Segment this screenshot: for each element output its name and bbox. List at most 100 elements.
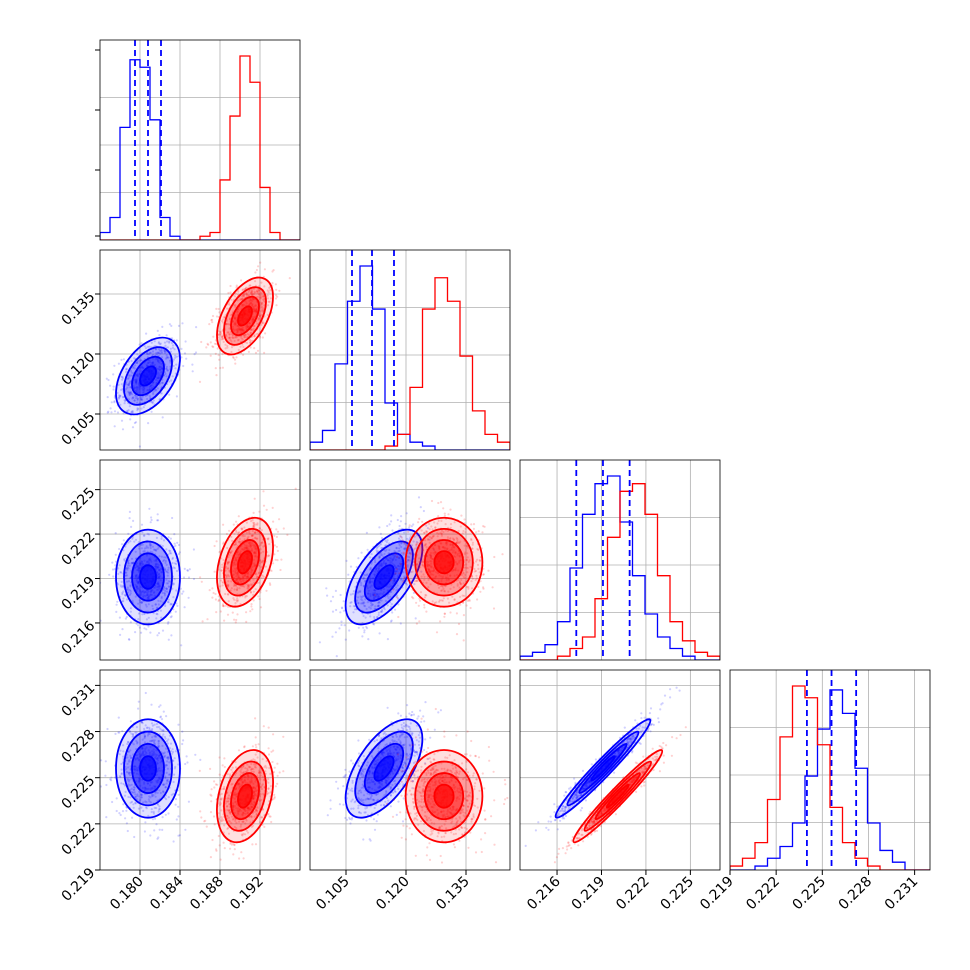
scatter-point bbox=[268, 766, 271, 770]
scatter-point bbox=[134, 802, 137, 805]
scatter-point bbox=[437, 586, 441, 589]
scatter-point bbox=[247, 775, 250, 778]
scatter-point bbox=[133, 835, 136, 839]
scatter-point bbox=[161, 744, 164, 748]
scatter-point bbox=[243, 779, 246, 782]
scatter-point bbox=[150, 386, 153, 390]
scatter-point bbox=[140, 601, 143, 604]
scatter-point bbox=[446, 529, 449, 533]
scatter-point bbox=[458, 541, 461, 545]
scatter-point bbox=[245, 575, 248, 578]
scatter-point bbox=[163, 567, 166, 571]
blue-contour bbox=[373, 564, 395, 590]
scatter-point bbox=[155, 582, 159, 585]
scatter-point bbox=[146, 597, 149, 600]
scatter-point bbox=[129, 749, 132, 752]
scatter-point bbox=[422, 509, 425, 513]
scatter-point bbox=[444, 585, 447, 588]
scatter-point bbox=[159, 609, 162, 612]
scatter-point bbox=[242, 577, 245, 580]
scatter-point bbox=[128, 382, 131, 385]
scatter-point bbox=[259, 296, 262, 299]
scatter-point bbox=[135, 380, 138, 383]
scatter-point bbox=[379, 562, 383, 565]
scatter-point bbox=[459, 603, 462, 606]
scatter-point bbox=[130, 783, 133, 786]
scatter-point bbox=[234, 316, 237, 319]
scatter-point bbox=[108, 573, 111, 576]
scatter-point bbox=[395, 566, 398, 569]
scatter-point bbox=[275, 294, 278, 297]
scatter-point bbox=[263, 351, 266, 354]
scatter-point bbox=[419, 591, 423, 594]
scatter-point bbox=[262, 550, 265, 553]
scatter-point bbox=[229, 551, 232, 554]
scatter-point bbox=[211, 596, 214, 599]
scatter-point bbox=[251, 568, 254, 572]
scatter-point bbox=[252, 786, 255, 789]
scatter-point bbox=[105, 783, 108, 787]
scatter-point bbox=[140, 359, 143, 362]
scatter-point bbox=[369, 556, 372, 559]
scatter-point bbox=[127, 409, 130, 412]
scatter-point bbox=[388, 583, 391, 586]
scatter-point bbox=[414, 580, 417, 583]
scatter-point bbox=[402, 579, 406, 582]
scatter-point bbox=[168, 340, 171, 343]
scatter-point bbox=[449, 526, 452, 529]
scatter-point bbox=[134, 379, 137, 382]
scatter-point bbox=[169, 616, 172, 619]
scatter-point bbox=[436, 535, 439, 538]
scatter-point bbox=[171, 346, 174, 349]
scatter-point bbox=[171, 516, 174, 520]
scatter-point bbox=[124, 388, 128, 391]
scatter-point bbox=[251, 291, 254, 294]
scatter-point bbox=[456, 554, 459, 557]
scatter-point bbox=[234, 556, 238, 559]
scatter-point bbox=[386, 539, 389, 542]
scatter-point bbox=[393, 579, 396, 582]
scatter-point bbox=[143, 749, 146, 752]
scatter-point bbox=[462, 572, 465, 575]
scatter-point bbox=[132, 786, 135, 789]
scatter-point bbox=[244, 333, 247, 336]
scatter-point bbox=[147, 814, 150, 818]
scatter-point bbox=[177, 543, 181, 547]
scatter-point bbox=[255, 794, 258, 797]
scatter-point bbox=[444, 546, 447, 549]
scatter-point bbox=[234, 335, 237, 338]
scatter-point bbox=[120, 782, 123, 785]
scatter-point bbox=[135, 386, 138, 389]
scatter-point bbox=[145, 628, 148, 631]
scatter-point bbox=[170, 793, 173, 796]
scatter-point bbox=[148, 507, 151, 510]
scatter-point bbox=[104, 774, 107, 777]
scatter-point bbox=[247, 290, 250, 293]
scatter-point bbox=[144, 594, 147, 598]
scatter-point bbox=[362, 614, 365, 618]
scatter-point bbox=[433, 521, 436, 524]
scatter-point bbox=[233, 811, 236, 815]
scatter-point bbox=[165, 779, 169, 782]
scatter-point bbox=[136, 360, 139, 363]
scatter-point bbox=[219, 858, 222, 861]
scatter-point bbox=[225, 576, 228, 579]
scatter-point bbox=[138, 373, 141, 376]
scatter-point bbox=[148, 542, 152, 546]
scatter-point bbox=[141, 366, 144, 370]
scatter-point bbox=[249, 781, 252, 784]
scatter-point bbox=[272, 269, 275, 272]
scatter-point bbox=[235, 618, 238, 622]
scatter-point bbox=[128, 382, 131, 385]
scatter-point bbox=[360, 582, 363, 585]
scatter-point bbox=[252, 544, 255, 547]
scatter-point bbox=[129, 592, 132, 595]
scatter-point bbox=[134, 767, 137, 771]
scatter-point bbox=[395, 589, 398, 592]
scatter-point bbox=[247, 586, 251, 589]
scatter-point bbox=[125, 567, 128, 571]
scatter-point bbox=[159, 704, 162, 707]
scatter-point bbox=[242, 780, 245, 783]
scatter-point bbox=[154, 603, 157, 606]
scatter-point bbox=[147, 616, 150, 619]
